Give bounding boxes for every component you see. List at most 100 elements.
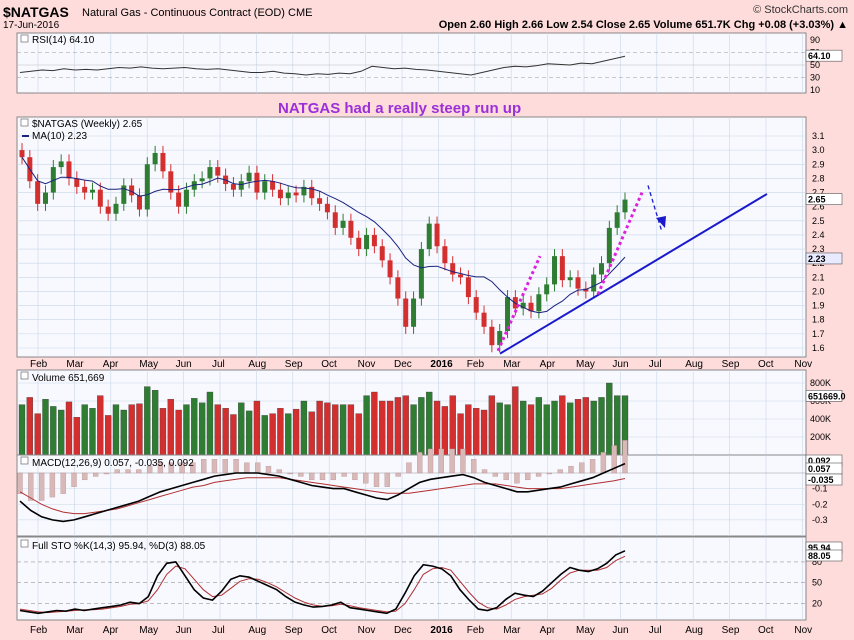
volume-collapse-box	[20, 371, 29, 380]
stochastic-title: Full STO %K(14,3) 95.94, %D(3) 88.05	[32, 541, 206, 552]
macd-histogram-bar	[503, 472, 509, 481]
macd-collapse-box	[20, 456, 29, 465]
volume-bar	[488, 395, 496, 456]
bottom-x-tick-label: Aug	[248, 625, 266, 636]
candle-body	[246, 172, 252, 182]
macd-histogram-bar	[589, 459, 596, 474]
candle-body	[58, 161, 64, 168]
volume-bar	[316, 400, 323, 456]
volume-bar	[128, 404, 135, 456]
candle-body	[144, 164, 150, 210]
x-tick-label: Oct	[758, 359, 774, 370]
price-tick-label: 2.8	[812, 173, 825, 183]
volume-bar	[410, 404, 417, 456]
rsi-tick-label: 30	[810, 73, 820, 83]
price-tick-label: 2.7	[812, 188, 825, 198]
macd-histogram-bar	[168, 462, 174, 474]
price-tick-label: 2.5	[812, 216, 825, 226]
volume-bar	[512, 386, 519, 456]
candle-body	[160, 152, 166, 172]
volume-bar	[65, 401, 73, 456]
stochastic-k-line	[19, 550, 626, 615]
volume-current-label: 651669.0	[808, 391, 846, 401]
rsi-collapse-box	[20, 34, 29, 43]
volume-bar	[50, 406, 57, 456]
volume-bar	[89, 408, 96, 456]
macd-histogram-bar	[49, 472, 56, 498]
volume-bar	[347, 404, 355, 456]
bottom-x-tick-label: May	[139, 625, 158, 636]
macd-histogram-bar	[136, 469, 142, 474]
bottom-x-tick-label: Jun	[612, 625, 628, 636]
symbol-title: $NATGAS	[3, 4, 69, 20]
x-tick-label: Mar	[66, 359, 84, 370]
macd-signal-label-box	[805, 473, 843, 486]
candle-body	[544, 284, 550, 295]
volume-bar	[245, 410, 253, 456]
candle-body	[473, 297, 479, 313]
candle-body	[317, 198, 323, 204]
ma-value-label-box	[805, 252, 843, 265]
macd-histogram-bar	[244, 462, 250, 474]
steep-run-line-1	[496, 255, 542, 352]
macd-histogram-bar	[146, 465, 153, 474]
candle-body	[505, 297, 511, 332]
volume-bar	[175, 409, 182, 456]
candle-body	[450, 263, 456, 275]
bottom-x-tick-label: Sep	[285, 625, 303, 636]
macd-histogram-bar	[255, 462, 261, 474]
price-tick-label: 1.9	[812, 301, 825, 311]
volume-bar	[120, 409, 127, 456]
volume-bar	[473, 408, 480, 456]
candle-body	[262, 181, 268, 193]
bottom-x-tick-label: Jul	[649, 625, 662, 636]
macd-histogram-bar	[557, 469, 563, 474]
candle-body	[74, 178, 80, 187]
volume-bar	[183, 404, 190, 456]
macd-histogram-bar	[417, 452, 423, 474]
candle-body	[324, 203, 330, 213]
price-tick-label: 1.7	[812, 329, 825, 339]
volume-bar	[527, 404, 535, 456]
macd-value-label: 0.057	[808, 464, 831, 474]
volume-bar	[386, 400, 394, 456]
bottom-x-tick-label: Oct	[321, 625, 337, 636]
volume-bar	[418, 397, 425, 456]
bottom-x-tick-label: 2016	[430, 625, 453, 636]
volume-bar	[26, 397, 33, 456]
volume-bar	[308, 411, 315, 456]
bottom-x-tick-label: Apr	[540, 625, 556, 636]
volume-bar	[324, 402, 331, 456]
bottom-x-tick-label: Sep	[722, 625, 740, 636]
candle-body	[183, 189, 189, 207]
volume-bar	[144, 386, 151, 456]
macd-histogram-bar	[298, 472, 304, 477]
candle-body	[348, 220, 354, 238]
stochastic-d-label: 88.05	[808, 551, 831, 561]
macd-histogram-bar	[233, 459, 239, 474]
macd-histogram-bar	[17, 472, 23, 494]
volume-bar	[449, 395, 456, 456]
bottom-x-tick-label: Feb	[30, 625, 48, 636]
volume-tick-label: 400K	[810, 414, 831, 424]
volume-bar	[582, 397, 589, 456]
stochastic-d-label-box	[805, 549, 843, 562]
macd-histogram-bar	[319, 472, 326, 481]
x-tick-label: Jun	[176, 359, 192, 370]
price-tick-label: 1.8	[812, 315, 825, 325]
x-tick-label: Sep	[285, 359, 303, 370]
volume-bar	[198, 402, 206, 456]
x-tick-label: Oct	[321, 359, 337, 370]
stochastic-tick-label: 80	[812, 557, 822, 567]
candle-body	[528, 302, 534, 312]
volume-bar	[551, 400, 558, 456]
volume-bar	[480, 409, 488, 456]
ma-line	[21, 156, 626, 314]
volume-bar	[159, 408, 167, 456]
volume-bar	[426, 391, 433, 456]
volume-bar	[567, 402, 574, 456]
bottom-x-tick-label: Jun	[176, 625, 192, 636]
volume-current-label-box	[805, 390, 843, 402]
volume-bar	[253, 400, 261, 456]
